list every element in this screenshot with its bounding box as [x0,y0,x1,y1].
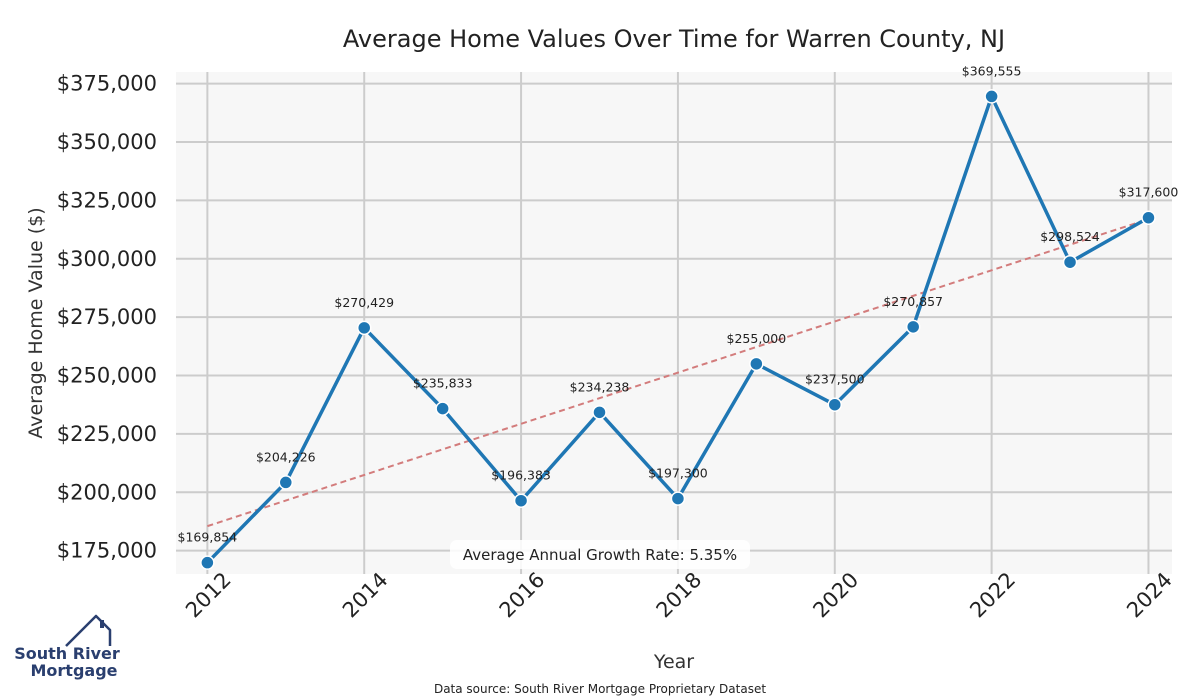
data-label: $298,524 [1040,229,1100,244]
y-tick-label: $325,000 [57,188,157,212]
growth-annotation: Average Annual Growth Rate: 5.35% [450,540,750,569]
data-point [1064,256,1077,269]
y-tick-label: $175,000 [57,539,157,563]
data-label: $169,854 [178,530,238,545]
data-point [750,357,763,370]
y-tick-label: $250,000 [57,364,157,388]
x-ticks: 2012 2014 2016 2018 2020 2022 2024 [181,568,1177,623]
data-label: $204,226 [256,449,316,464]
data-source: Data source: South River Mortgage Propri… [434,682,766,696]
y-axis-label: Average Home Value ($) [25,207,47,438]
y-tick-label: $225,000 [57,422,157,446]
logo-line2: Mortgage [30,661,117,680]
data-point [515,494,528,507]
data-label: $197,300 [648,466,708,481]
x-tick-label: 2018 [652,568,707,623]
x-tick-label: 2016 [495,568,550,623]
y-tick-label: $350,000 [57,130,157,154]
y-tick-label: $300,000 [57,247,157,271]
x-tick-label: 2024 [1122,568,1177,623]
data-point [436,402,449,415]
data-point [907,320,920,333]
growth-annotation-text: Average Annual Growth Rate: 5.35% [463,546,737,564]
data-label: $270,857 [883,294,943,309]
data-label: $369,555 [962,63,1022,78]
data-label: $196,383 [491,468,551,483]
data-label: $270,429 [334,295,394,310]
data-label: $255,000 [727,331,787,346]
x-tick-label: 2020 [808,568,863,623]
y-tick-label: $275,000 [57,305,157,329]
data-label: $235,833 [413,376,473,391]
logo: South River Mortgage [14,616,120,680]
data-point [985,90,998,103]
x-tick-label: 2022 [965,568,1020,623]
chart: $169,854 $204,226 $270,429 $235,833 $196,383… [0,0,1200,700]
x-tick-label: 2014 [338,568,393,623]
data-point [279,476,292,489]
y-ticks: $175,000 $200,000 $225,000 $250,000 $275,000… [57,72,157,563]
data-point [671,492,684,505]
data-point [358,321,371,334]
data-point [593,406,606,419]
data-point [828,398,841,411]
chart-title: Average Home Values Over Time for Warren… [343,25,1005,53]
data-label: $237,500 [805,372,865,387]
y-tick-label: $200,000 [57,480,157,504]
data-label: $317,600 [1119,185,1179,200]
x-tick-label: 2012 [181,568,236,623]
data-point [1142,211,1155,224]
chimney-icon [100,620,104,628]
data-point [201,556,214,569]
y-tick-label: $375,000 [57,72,157,96]
x-axis-label: Year [653,651,694,673]
data-label: $234,238 [570,379,630,394]
